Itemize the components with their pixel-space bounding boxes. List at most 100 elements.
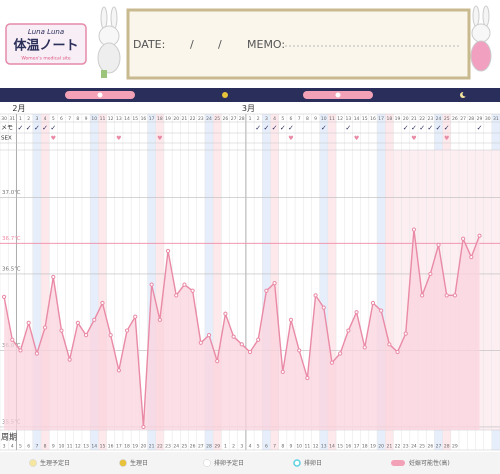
temperature-point (231, 334, 236, 339)
sex-heart: ♥ (288, 135, 293, 142)
date-label: 12 (337, 116, 343, 122)
temperature-point (165, 248, 171, 254)
date-label: 8 (76, 116, 79, 122)
cycle-label: 10 (296, 444, 302, 450)
weekend-stripe (98, 114, 107, 450)
temperature-point (247, 349, 253, 355)
memo-check: ✓ (18, 124, 24, 132)
cycle-label: 20 (378, 444, 384, 450)
temperature-point (223, 311, 228, 316)
rabbit-right (470, 5, 492, 72)
temperature-point (411, 227, 417, 232)
temperature-point (239, 342, 244, 347)
date-label: 22 (419, 116, 425, 122)
date-label: 17 (378, 116, 384, 122)
date-label: 27 (460, 116, 466, 122)
date-label: 3 (35, 116, 38, 122)
date-label: 25 (214, 116, 220, 122)
temperature-point (346, 328, 351, 333)
date-label: 13 (345, 116, 351, 122)
cycle-label: 29 (214, 444, 220, 450)
date-label: 4 (44, 116, 47, 122)
cycle-label: 7 (35, 444, 38, 450)
cycle-label: 8 (44, 444, 47, 450)
date-label: 26 (223, 116, 229, 122)
temperature-point (59, 328, 64, 333)
cycle-label: 5 (19, 444, 22, 450)
logo-title: 体温ノート (13, 38, 78, 54)
temperature-point (141, 424, 146, 430)
memo-check: ✓ (436, 124, 442, 132)
date-label: DATE: (133, 38, 165, 51)
date-label: 31 (9, 116, 15, 122)
sex-heart: ♥ (411, 135, 416, 142)
temperature-point (461, 236, 466, 241)
cycle-label: 9 (290, 444, 293, 450)
memo-card (126, 8, 471, 80)
temperature-point (264, 288, 269, 293)
cycle-label: 26 (427, 444, 433, 450)
date-label: 7 (298, 116, 301, 122)
cycle-label: 11 (305, 444, 311, 450)
temperature-point (338, 351, 343, 356)
date-label: 15 (362, 116, 368, 122)
temperature-point (387, 342, 392, 347)
cycle-label: 17 (116, 444, 122, 450)
month-label: 3月 (242, 104, 255, 113)
date-label: 1 (19, 116, 22, 122)
date-label: 24 (436, 116, 442, 122)
cycle-label: 17 (354, 444, 360, 450)
temperature-point (477, 233, 482, 238)
memo-check: ✓ (444, 124, 450, 132)
temperature-point (182, 282, 187, 287)
reference-label: 36.7℃ (2, 235, 20, 242)
memo-check: ✓ (419, 124, 425, 132)
date-label: 25 (444, 116, 450, 122)
legend-label: 生理日 (130, 459, 148, 467)
temperature-point (34, 351, 39, 356)
sex-heart: ♥ (116, 135, 121, 142)
cycle-label: 25 (182, 444, 188, 450)
memo-check: ✓ (42, 124, 48, 132)
legend-label: 妊娠可能性(高) (409, 459, 450, 467)
date-label: 27 (231, 116, 237, 122)
temperature-point (321, 305, 326, 310)
cycle-label: 15 (100, 444, 106, 450)
legend-swatch (119, 459, 127, 467)
temperature-point (403, 331, 408, 336)
cycle-label: 12 (313, 444, 319, 450)
weekend-stripe (327, 114, 337, 450)
legend-swatch (203, 459, 211, 467)
date-label: 5 (281, 116, 284, 122)
date-label: 9 (314, 116, 317, 122)
date-label: 30 (485, 116, 491, 122)
cycle-label: 26 (190, 444, 196, 450)
temperature-point (67, 357, 72, 362)
cycle-label: 19 (132, 444, 138, 450)
date-label: 13 (116, 116, 122, 122)
memo-check: ✓ (345, 124, 351, 132)
temperature-point (288, 317, 294, 322)
date-label: 15 (132, 116, 138, 122)
temperature-point (379, 308, 384, 313)
temperature-point (108, 333, 113, 338)
cycle-label: 4 (249, 444, 252, 450)
weekend-stripe (90, 114, 99, 450)
row-label: SEX (1, 136, 12, 142)
temperature-point (51, 274, 56, 280)
weekend-stripe (204, 114, 214, 450)
cycle-label: 9 (52, 444, 55, 450)
temperature-point (452, 293, 458, 298)
cycle-label: 4 (11, 444, 14, 450)
cycle-label: 14 (329, 444, 335, 450)
cycle-label: 18 (124, 444, 130, 450)
cycle-label: 28 (444, 444, 450, 450)
memo-check: ✓ (26, 124, 32, 132)
temperature-point (133, 314, 138, 319)
legend-swatch (29, 459, 37, 467)
temperature-point (370, 300, 376, 306)
date-label: 28 (468, 116, 474, 122)
memo-check: ✓ (255, 124, 261, 132)
date-label: 20 (403, 116, 409, 122)
